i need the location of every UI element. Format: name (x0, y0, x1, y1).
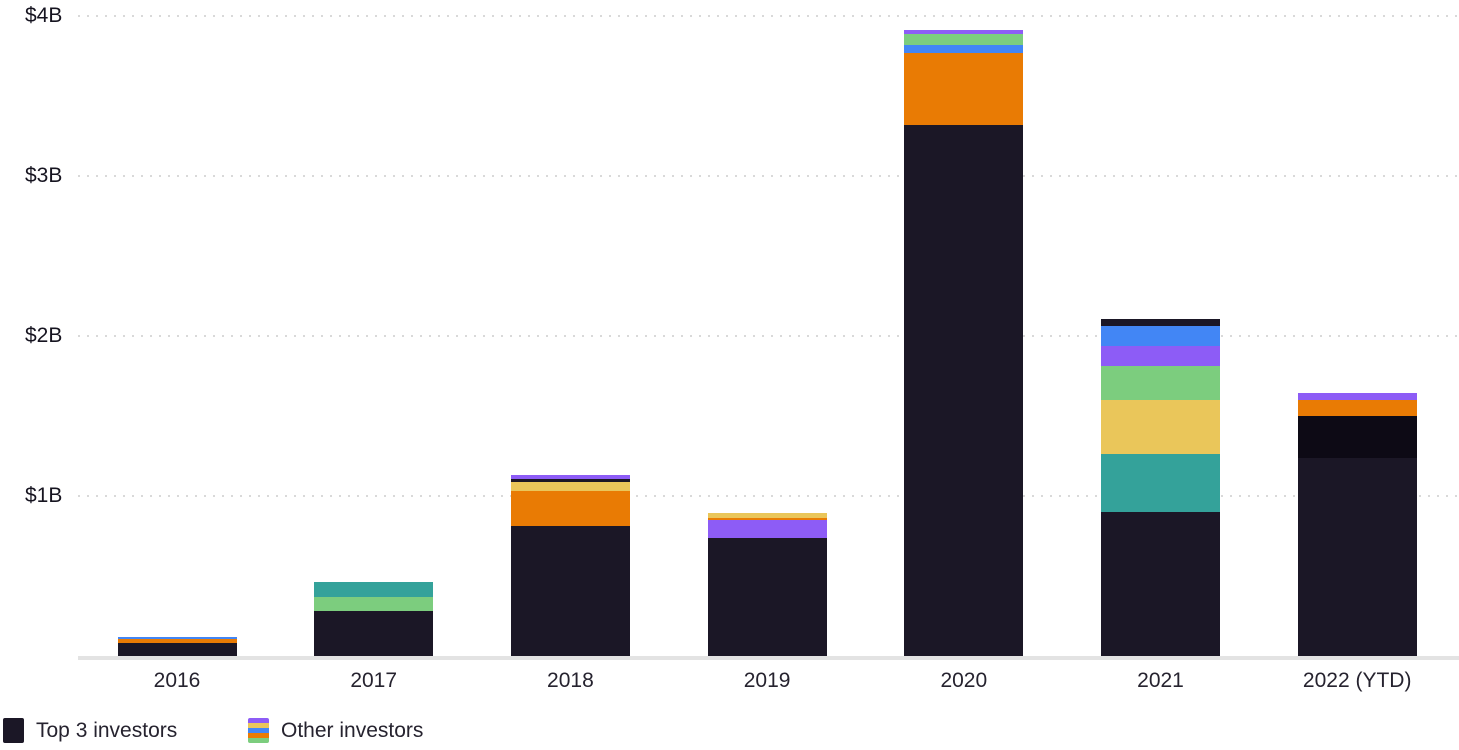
top3-investors-swatch-icon (3, 718, 24, 743)
bar-segment-purple[interactable] (510, 475, 630, 480)
bar-segment-blue[interactable] (117, 636, 237, 640)
bar-2016[interactable] (117, 636, 237, 656)
legend-stripe (248, 723, 269, 728)
y-axis-label: $3B (25, 164, 63, 187)
x-axis-label: 2022 (YTD) (1302, 669, 1412, 692)
bar-segment-orange[interactable] (510, 491, 630, 527)
bar-segment-orange[interactable] (904, 52, 1024, 125)
legend-stripe (248, 718, 269, 723)
y-axis-label: $2B (25, 324, 63, 347)
bar-2022-ytd-[interactable] (1297, 392, 1417, 656)
bar-segment-purple[interactable] (1101, 345, 1220, 367)
bar-segment-top3[interactable] (314, 611, 434, 656)
bar-segment-top3[interactable] (1101, 511, 1220, 656)
legend-label: Top 3 investors (36, 718, 178, 742)
legend-stripe (248, 733, 269, 738)
bar-segment-top3[interactable] (117, 643, 237, 656)
x-axis-label: 2020 (940, 669, 988, 692)
bar-segment-top3[interactable] (510, 479, 630, 482)
gridline (78, 335, 1459, 337)
legend-item-top3-investors[interactable]: Top 3 investors (3, 718, 177, 743)
x-axis-label: 2017 (350, 669, 398, 692)
legend-item-other-investors[interactable]: Other investors (248, 718, 423, 743)
bar-segment-near_black[interactable] (1297, 416, 1417, 458)
bar-segment-green[interactable] (314, 596, 434, 612)
bar-segment-yellow[interactable] (707, 512, 827, 518)
y-axis-label: $1B (25, 484, 63, 507)
bar-segment-blue[interactable] (1101, 325, 1220, 346)
bar-segment-blue[interactable] (904, 44, 1024, 53)
bar-segment-green[interactable] (904, 33, 1024, 45)
bar-segment-yellow[interactable] (1101, 400, 1220, 455)
bar-2020[interactable] (904, 29, 1024, 656)
bar-segment-green[interactable] (1101, 366, 1220, 400)
x-axis-label: 2018 (547, 669, 594, 692)
bar-segment-teal[interactable] (314, 582, 434, 597)
legend-stripe (248, 728, 269, 733)
bar-segment-orange[interactable] (1297, 399, 1417, 416)
legend: Top 3 investors Other investors (3, 718, 1459, 748)
bar-segment-top3[interactable] (510, 526, 630, 656)
bar-segment-yellow[interactable] (510, 481, 630, 492)
y-axis-label: $4B (25, 4, 63, 27)
bar-segment-orange[interactable] (117, 639, 237, 644)
x-axis-label: 2021 (1137, 669, 1184, 692)
gridline (78, 495, 1459, 497)
bar-segment-purple[interactable] (904, 29, 1024, 34)
x-axis-line (78, 656, 1459, 660)
bar-segment-purple[interactable] (1297, 392, 1417, 400)
bar-segment-top3[interactable] (1297, 457, 1417, 656)
bar-2021[interactable] (1101, 319, 1220, 656)
bar-segment-top3[interactable] (707, 537, 827, 656)
gridline (78, 175, 1459, 177)
legend-stripe (248, 738, 269, 743)
bar-segment-top3[interactable] (904, 124, 1024, 656)
bar-2019[interactable] (707, 512, 827, 656)
bar-segment-purple[interactable] (707, 520, 827, 538)
bar-segment-orange[interactable] (707, 517, 827, 520)
bar-2017[interactable] (314, 582, 434, 656)
legend-label: Other investors (281, 718, 424, 742)
x-axis-label: 2016 (153, 669, 201, 692)
gridline (78, 15, 1459, 17)
bar-segment-top3[interactable] (1101, 319, 1220, 326)
other-investors-swatch-icon (248, 718, 269, 743)
bar-2018[interactable] (510, 475, 630, 656)
x-axis-label: 2019 (743, 669, 791, 692)
bar-segment-teal[interactable] (1101, 454, 1220, 512)
